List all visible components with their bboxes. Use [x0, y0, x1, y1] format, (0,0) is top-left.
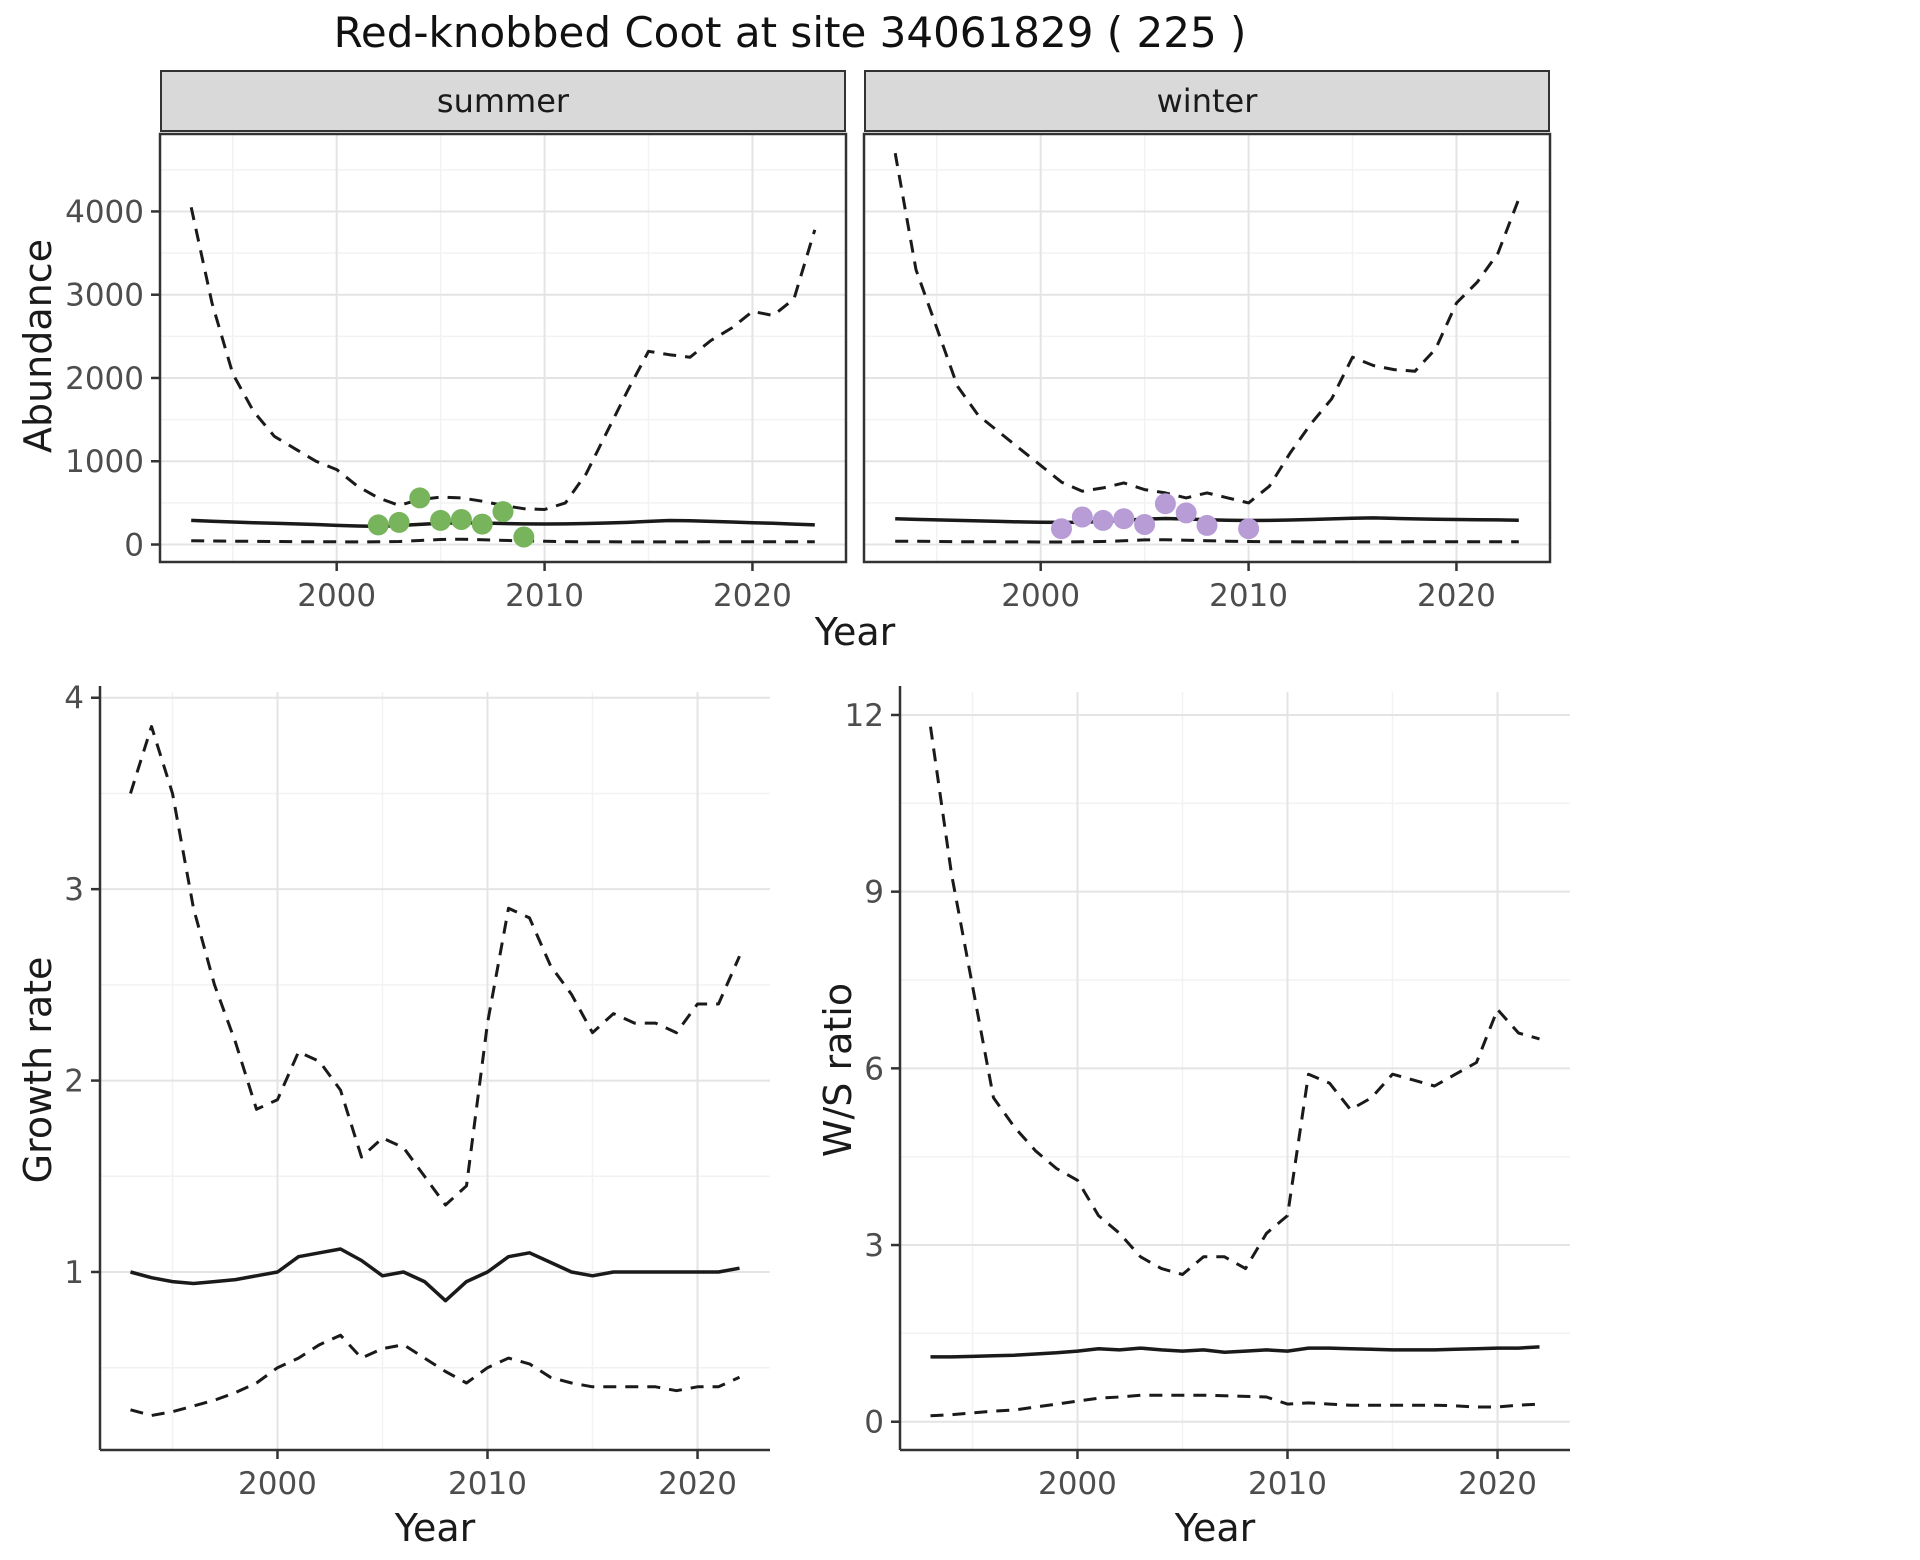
chart-title: Red-knobbed Coot at site 34061829 ( 225 … — [333, 8, 1247, 57]
svg-text:2000: 2000 — [297, 578, 376, 610]
svg-text:2000: 2000 — [1038, 1466, 1117, 1502]
ws-ratio-axis-label: W/S ratio — [816, 982, 860, 1158]
abundance-summer-plot: 2000 2010 2020 0 1000 2000 3000 4000 — [65, 132, 848, 610]
svg-text:4: 4 — [64, 681, 84, 717]
abundance-axis-label: Abundance — [16, 238, 60, 454]
year-axis-label-bottom-left: Year — [394, 1506, 476, 1550]
svg-text:1000: 1000 — [65, 444, 144, 480]
svg-text:4000: 4000 — [65, 194, 144, 230]
svg-text:2020: 2020 — [658, 1466, 737, 1502]
svg-text:3000: 3000 — [65, 278, 144, 314]
svg-text:3: 3 — [864, 1228, 884, 1264]
svg-text:12: 12 — [845, 698, 884, 734]
facet-strip-winter: winter — [864, 70, 1550, 132]
growth-rate-axis-label: Growth rate — [16, 956, 60, 1184]
svg-text:2010: 2010 — [1248, 1466, 1327, 1502]
growth-rate-plot: 2000 2010 2020 1 2 3 4 — [64, 681, 770, 1502]
svg-text:6: 6 — [864, 1051, 884, 1087]
svg-text:2020: 2020 — [1458, 1466, 1537, 1502]
svg-text:2020: 2020 — [713, 578, 792, 610]
svg-text:2000: 2000 — [65, 361, 144, 397]
svg-text:0: 0 — [124, 528, 144, 564]
svg-text:0: 0 — [864, 1405, 884, 1441]
facet-strip-summer: summer — [160, 70, 846, 132]
svg-text:2000: 2000 — [238, 1466, 317, 1502]
svg-text:2020: 2020 — [1417, 578, 1496, 610]
year-axis-label-bottom-right: Year — [1174, 1506, 1256, 1550]
svg-text:1: 1 — [64, 1255, 84, 1291]
svg-text:3: 3 — [64, 872, 84, 908]
ws-ratio-plot: 2000 2010 2020 0 3 6 9 12 — [845, 686, 1570, 1502]
svg-text:2: 2 — [64, 1064, 84, 1100]
abundance-winter-plot: 2000 2010 2020 — [862, 132, 1552, 610]
year-axis-label-top: Year — [814, 610, 896, 654]
svg-text:9: 9 — [864, 875, 884, 911]
svg-text:2010: 2010 — [505, 578, 584, 610]
svg-text:2010: 2010 — [1209, 578, 1288, 610]
svg-text:2010: 2010 — [448, 1466, 527, 1502]
svg-text:2000: 2000 — [1001, 578, 1080, 610]
